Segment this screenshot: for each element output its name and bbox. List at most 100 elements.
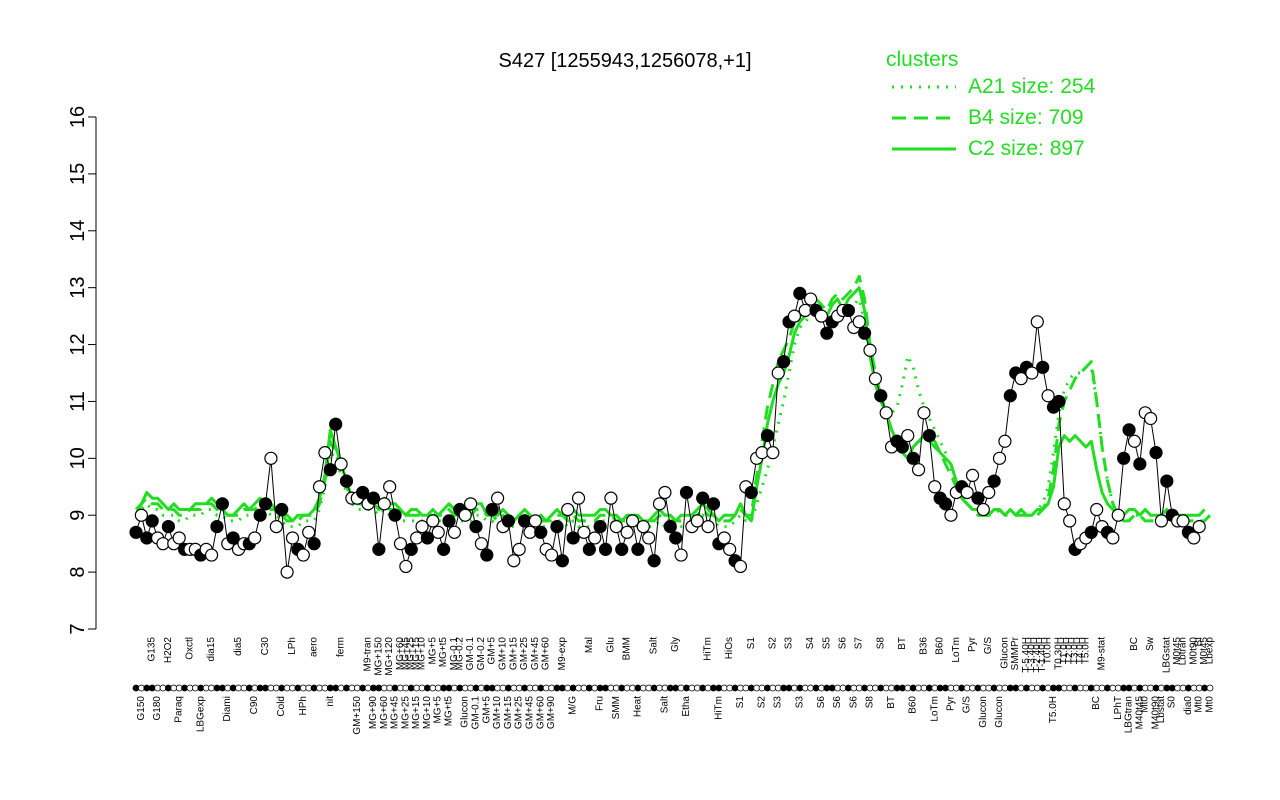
x-tick-label: MG+10 (417, 637, 428, 671)
x-tick-label: Glucon (978, 696, 989, 728)
data-point (669, 531, 683, 545)
x-tick-label: S2 (767, 637, 778, 650)
x-tick-labels-bottom: G150 G180 Paraq LBGexp Diami C90 Cold HPh nit GM+… (136, 695, 1216, 734)
x-tick-label: G/S (983, 637, 994, 655)
x-tick-label: GM-0.1 (465, 637, 476, 671)
x-tick-label: Etha (681, 696, 692, 717)
x-tick-label: Glu (605, 637, 616, 653)
x-tick-label: HiOs (724, 637, 735, 659)
x-tick-label: Pyr (967, 636, 978, 652)
legend: clusters A21 size: 254 B4 size: 709 C2 siz… (886, 48, 1096, 160)
data-point (814, 309, 829, 323)
x-tick-label: M0t45 (1172, 637, 1183, 665)
x-tick-label: B60 (935, 637, 946, 655)
data-point (938, 497, 953, 511)
x-tick-label: T-3.40H (1026, 637, 1037, 673)
x-tick-label: LoTm (951, 637, 962, 663)
data-point (658, 485, 672, 500)
x-tick-label: Gly (670, 637, 681, 652)
data-point (383, 480, 397, 494)
data-point (1014, 372, 1028, 386)
data-point (690, 514, 704, 528)
x-tick-label: HPh (298, 696, 309, 715)
data-point (490, 491, 505, 505)
x-tick-label: S5 (821, 637, 832, 650)
x-tick-label: MG+t5 (438, 637, 449, 668)
y-tick-label: 9 (67, 510, 89, 521)
data-point (857, 326, 872, 340)
x-tick-label: LPh (287, 637, 298, 655)
x-tick-label: S2 (757, 696, 768, 709)
x-tick-label: Cold (276, 696, 287, 717)
data-point (701, 519, 715, 534)
data-point (1192, 519, 1206, 534)
data-point (982, 485, 996, 500)
data-point (264, 451, 278, 465)
data-point (965, 468, 980, 482)
x-tick-label: Fru (595, 696, 606, 711)
x-tick-label: S6 (838, 637, 849, 650)
data-point (528, 514, 542, 528)
data-point (507, 554, 521, 568)
data-point (615, 542, 629, 556)
x-tick-label: T0.0H (1043, 637, 1054, 664)
x-tick-label: MG+15 (411, 696, 422, 730)
x-tick-label: aero (309, 637, 320, 657)
x-tick-label: LPhT (1113, 696, 1124, 720)
x-marker (1206, 684, 1214, 692)
data-point (787, 309, 802, 323)
data-point (1127, 434, 1142, 448)
data-point (377, 497, 391, 511)
data-point (145, 514, 159, 528)
data-point (458, 508, 472, 522)
data-point (269, 519, 283, 534)
data-point (863, 343, 877, 357)
x-tick-label: BT (886, 696, 897, 709)
legend-title: clusters (886, 48, 958, 71)
x-tick-label: S6 (832, 696, 843, 709)
data-point (1154, 514, 1169, 528)
x-tick-label: GM+25 (514, 696, 525, 730)
data-point (485, 502, 499, 517)
data-point (777, 355, 791, 369)
x-tick-label: G180 (152, 696, 163, 721)
data-point (593, 519, 607, 534)
x-tick-label: Mal (584, 637, 595, 653)
x-tick-label: M40t45 (1134, 696, 1145, 730)
x-tick-label: Mt0 (1194, 696, 1205, 713)
x-tick-label: GM+10 (497, 637, 508, 671)
x-tick-label: S8 (864, 696, 875, 709)
data-points (129, 286, 1206, 579)
data-point (793, 286, 807, 300)
x-tick-label: GM+5 (487, 637, 498, 665)
data-point (285, 531, 300, 545)
x-tick-label: MG-0.1 (449, 637, 460, 671)
data-point (426, 514, 440, 528)
data-point (598, 542, 613, 556)
y-tick-label: 13 (67, 277, 89, 299)
x-tick-label: MG+5 (433, 696, 444, 724)
x-tick-label: M0t45 (1199, 637, 1210, 665)
x-markers (132, 684, 1214, 692)
x-tick-label: M0t90 (1188, 637, 1199, 665)
data-point (976, 502, 990, 517)
data-point (215, 497, 229, 511)
x-tick-label: Glucon (994, 696, 1005, 728)
x-tick-label: MG+120 (384, 637, 395, 676)
data-point (129, 525, 143, 539)
data-point (922, 428, 936, 443)
data-point (1063, 514, 1077, 528)
data-point (766, 446, 780, 460)
x-tick-label: Sw (1145, 636, 1156, 651)
data-point (469, 519, 483, 534)
x-tick-label: Salt (649, 637, 660, 654)
data-point (329, 417, 343, 431)
x-tick-label: GM+45 (524, 696, 535, 730)
data-point (771, 366, 785, 380)
data-point (442, 514, 456, 528)
x-tick-label: T5.0H (1048, 696, 1059, 723)
x-tick-label: MG+25 (400, 696, 411, 730)
data-point (944, 508, 958, 522)
y-tick-label: 14 (67, 220, 89, 242)
data-point (1090, 502, 1104, 517)
